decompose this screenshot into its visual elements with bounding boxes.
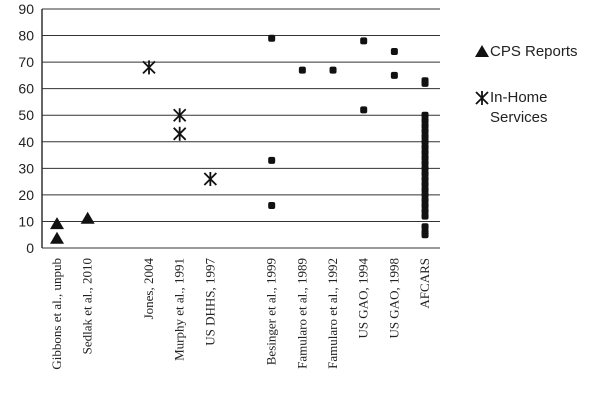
- legend-label: CPS Reports: [490, 43, 578, 60]
- y-tick-label: 40: [18, 134, 34, 150]
- point: [421, 175, 429, 183]
- point: [268, 156, 276, 164]
- x-tick-label: Murphy et al., 1991: [172, 258, 187, 361]
- point: [421, 148, 429, 156]
- point: [50, 217, 64, 230]
- point: [421, 196, 429, 204]
- point: [173, 126, 187, 141]
- point: [360, 106, 368, 114]
- y-tick-label: 0: [26, 240, 34, 256]
- point: [421, 132, 429, 140]
- x-tick-label: Famularo et al., 1992: [325, 258, 340, 369]
- y-tick-label: 90: [18, 1, 34, 17]
- point: [421, 231, 429, 239]
- x-tick-label: US DHHS, 1997: [202, 258, 217, 346]
- point: [421, 170, 429, 178]
- point: [298, 66, 306, 74]
- point: [329, 66, 337, 74]
- x-tick-label: Gibbons et al., unpub: [49, 258, 64, 370]
- point: [421, 207, 429, 215]
- point: [421, 154, 429, 162]
- point: [421, 202, 429, 210]
- point: [421, 159, 429, 167]
- x-tick-label: Jones, 2004: [141, 258, 156, 320]
- y-tick-label: 20: [18, 187, 34, 203]
- point: [268, 34, 276, 42]
- legend-label: In-Home Services: [490, 89, 548, 126]
- point: [421, 191, 429, 199]
- point: [421, 122, 429, 130]
- point: [421, 138, 429, 146]
- point: [50, 231, 64, 244]
- point: [421, 143, 429, 151]
- y-tick-label: 80: [18, 28, 34, 44]
- point: [421, 164, 429, 172]
- point: [268, 202, 276, 210]
- y-tick-label: 10: [18, 213, 34, 229]
- y-tick-label: 30: [18, 160, 34, 176]
- point: [421, 180, 429, 188]
- x-tick-label: US GAO, 1994: [356, 258, 371, 339]
- x-tick-label: US GAO, 1998: [386, 258, 401, 339]
- point: [421, 212, 429, 220]
- legend-marker: [475, 45, 489, 57]
- x-tick-label: AFCARS: [417, 258, 432, 309]
- point: [173, 108, 187, 123]
- y-tick-label: 60: [18, 81, 34, 97]
- point: [421, 223, 429, 231]
- y-tick-label: 70: [18, 54, 34, 70]
- point: [421, 111, 429, 119]
- point: [142, 60, 156, 75]
- y-tick-label: 50: [18, 107, 34, 123]
- x-tick-label: Sedlak et al., 2010: [80, 258, 95, 354]
- point: [360, 37, 368, 45]
- point: [421, 79, 429, 87]
- point: [421, 117, 429, 125]
- x-tick-label: Famularo et al., 1989: [294, 258, 309, 369]
- x-tick-label: Besinger et al., 1999: [264, 258, 279, 365]
- legend-marker: [475, 91, 489, 105]
- point: [203, 171, 217, 186]
- point: [80, 211, 95, 224]
- point: [390, 71, 398, 79]
- point: [421, 186, 429, 194]
- point: [390, 47, 398, 55]
- point: [421, 127, 429, 135]
